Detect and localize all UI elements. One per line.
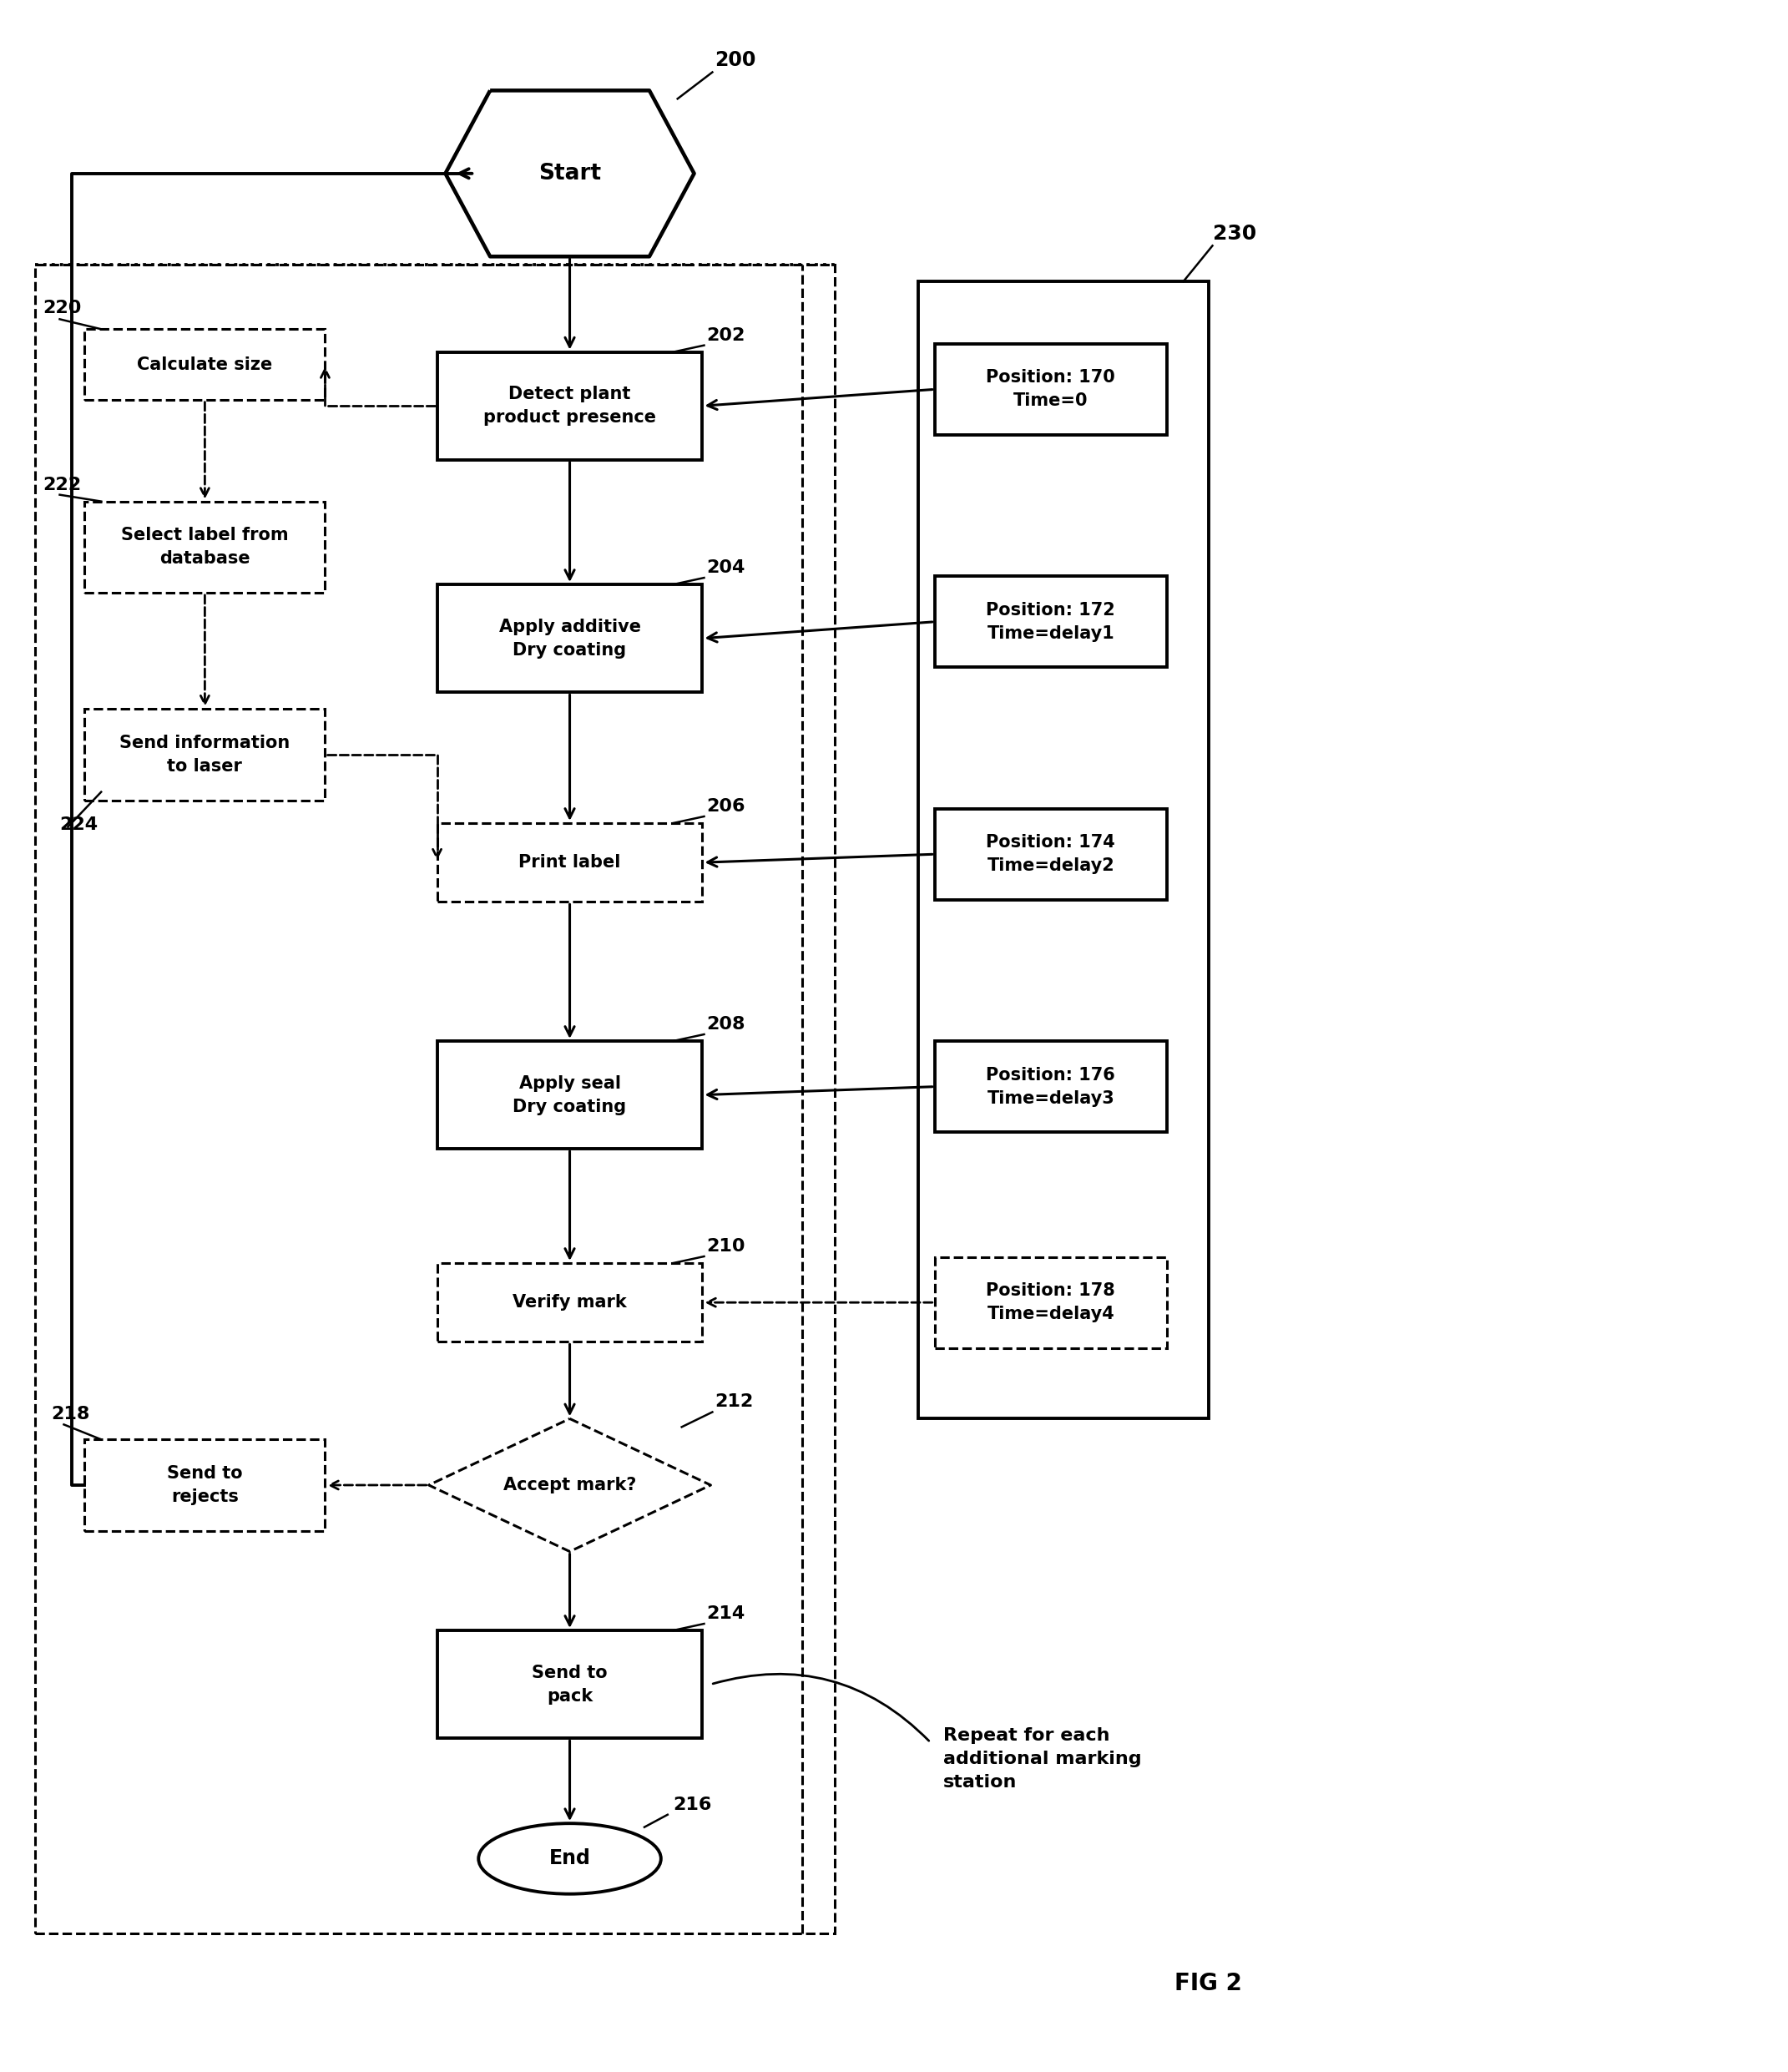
Polygon shape <box>445 91 694 257</box>
Text: 206: 206 <box>706 798 746 814</box>
Text: Send information
to laser: Send information to laser <box>120 736 290 775</box>
Text: Print label: Print label <box>519 854 620 870</box>
Ellipse shape <box>479 1823 662 1894</box>
Bar <box>34 265 835 1933</box>
Text: Repeat for each
additional marking
station: Repeat for each additional marking stati… <box>942 1728 1141 1790</box>
Bar <box>436 1264 703 1343</box>
Text: End: End <box>549 1848 590 1869</box>
Text: 212: 212 <box>715 1394 753 1411</box>
Bar <box>84 329 325 400</box>
Text: 214: 214 <box>706 1606 746 1622</box>
Text: Send to
pack: Send to pack <box>531 1664 608 1705</box>
Text: Calculate size: Calculate size <box>138 356 272 373</box>
Text: 204: 204 <box>706 559 746 576</box>
Text: Position: 172
Time=delay1: Position: 172 Time=delay1 <box>987 601 1116 642</box>
Bar <box>935 576 1168 667</box>
Bar <box>935 1040 1168 1131</box>
Text: 210: 210 <box>706 1239 746 1256</box>
Text: 200: 200 <box>715 50 756 70</box>
Text: Send to
rejects: Send to rejects <box>166 1465 243 1504</box>
Bar <box>436 1040 703 1148</box>
Text: 224: 224 <box>59 816 98 833</box>
Bar <box>917 282 1209 1419</box>
Bar <box>935 344 1168 435</box>
Text: 220: 220 <box>43 300 82 317</box>
Text: Accept mark?: Accept mark? <box>502 1477 637 1494</box>
Text: 218: 218 <box>52 1407 89 1423</box>
Text: Verify mark: Verify mark <box>513 1295 628 1312</box>
Bar <box>935 1258 1168 1349</box>
Text: Position: 178
Time=delay4: Position: 178 Time=delay4 <box>987 1283 1116 1322</box>
Bar <box>436 1631 703 1738</box>
Text: Position: 176
Time=delay3: Position: 176 Time=delay3 <box>987 1067 1116 1106</box>
Bar <box>84 501 325 593</box>
Bar <box>436 352 703 460</box>
Text: 222: 222 <box>43 477 82 493</box>
Text: 208: 208 <box>706 1015 746 1032</box>
Bar <box>436 584 703 692</box>
Text: Select label from
database: Select label from database <box>122 526 288 568</box>
Text: Apply seal
Dry coating: Apply seal Dry coating <box>513 1075 626 1115</box>
Bar <box>935 808 1168 899</box>
Text: FIG 2: FIG 2 <box>1175 1970 1243 1995</box>
Bar <box>436 823 703 901</box>
Text: Position: 170
Time=0: Position: 170 Time=0 <box>987 369 1116 410</box>
Bar <box>84 1440 325 1531</box>
Text: 202: 202 <box>706 327 746 344</box>
Text: 230: 230 <box>1212 224 1257 244</box>
Text: Position: 174
Time=delay2: Position: 174 Time=delay2 <box>987 835 1116 874</box>
Text: 216: 216 <box>674 1796 712 1813</box>
Text: Detect plant
product presence: Detect plant product presence <box>483 385 656 427</box>
Text: Apply additive
Dry coating: Apply additive Dry coating <box>499 617 640 659</box>
Polygon shape <box>429 1419 710 1552</box>
Bar <box>84 709 325 800</box>
Text: Start: Start <box>538 162 601 184</box>
